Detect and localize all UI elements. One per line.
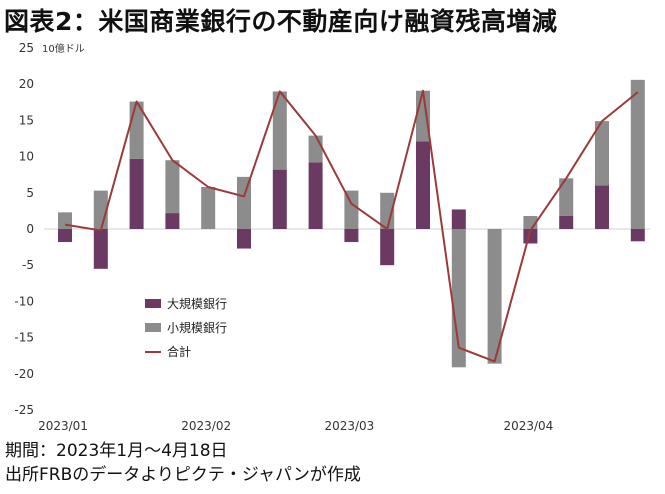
x-tick-label: 2023/01 — [38, 419, 88, 433]
large-bank-bar — [451, 209, 466, 229]
small-bank-bar — [559, 178, 574, 216]
x-tick-label: 2023/04 — [503, 419, 553, 433]
y-unit-label: 10億ドル — [42, 42, 85, 55]
legend-swatch-large-bank — [145, 299, 161, 308]
large-bank-bar — [129, 158, 144, 229]
legend-label: 大規模銀行 — [167, 296, 227, 311]
total-polyline — [64, 89, 639, 363]
y-axis: -25 -20 -15 -10 -5 0 5 10 15 20 25 — [14, 41, 650, 417]
small-bank-bar — [487, 229, 502, 364]
y-tick-label: 0 — [26, 222, 34, 236]
small-bank-bar — [630, 79, 645, 229]
small-bank-bar — [237, 176, 251, 229]
small-bank-bar — [272, 91, 287, 170]
small-bank-bar — [416, 90, 430, 142]
y-tick-label: -25 — [14, 403, 34, 417]
small-bank-bar — [380, 192, 395, 229]
y-tick-label: 5 — [26, 186, 34, 200]
small-bank-bar — [344, 190, 359, 229]
y-tick-label: -5 — [22, 258, 34, 272]
y-tick-label: 15 — [19, 113, 34, 127]
small-bank-bar — [58, 212, 72, 229]
y-tick-label: -15 — [14, 331, 34, 345]
small-bank-bar — [308, 135, 323, 163]
large-bank-bar — [308, 162, 323, 229]
large-bank-bar — [58, 229, 72, 243]
x-tick-label: 2023/02 — [181, 419, 231, 433]
small-bank-bar — [201, 187, 216, 229]
large-bank-bar — [344, 229, 359, 243]
large-bank-bar — [237, 229, 251, 249]
chart-title: 図表2：米国商業銀行の不動産向け融資残高増減 — [4, 7, 558, 36]
small-bank-bar — [451, 229, 466, 368]
period-note: 期間：2023年1月～4月18日 — [5, 441, 228, 461]
large-bank-bar — [93, 229, 108, 269]
legend-label: 小規模銀行 — [167, 320, 227, 335]
large-bank-bar — [630, 229, 645, 242]
total-line — [64, 89, 639, 363]
large-bank-bar — [165, 213, 180, 229]
legend-swatch-small-bank — [145, 323, 161, 332]
small-bank-bar — [165, 160, 180, 214]
large-bank-bar — [416, 141, 430, 229]
y-tick-label: 10 — [19, 150, 34, 164]
y-tick-label: -10 — [14, 294, 34, 308]
large-bank-bar — [595, 185, 609, 229]
large-bank-bar — [559, 215, 574, 229]
y-tick-label: 20 — [19, 77, 34, 91]
large-bank-bar — [272, 169, 287, 229]
x-axis: 2023/01 2023/02 2023/03 2023/04 — [38, 419, 553, 433]
source-note: 出所FRBのデータよりピクテ・ジャパンが作成 — [5, 465, 361, 485]
y-tick-label: -20 — [14, 367, 34, 381]
x-tick-label: 2023/03 — [324, 419, 374, 433]
y-tick-label: 25 — [19, 41, 34, 55]
legend-label: 合計 — [167, 344, 191, 359]
large-bank-bar — [380, 229, 395, 266]
small-bank-bar — [595, 121, 609, 186]
